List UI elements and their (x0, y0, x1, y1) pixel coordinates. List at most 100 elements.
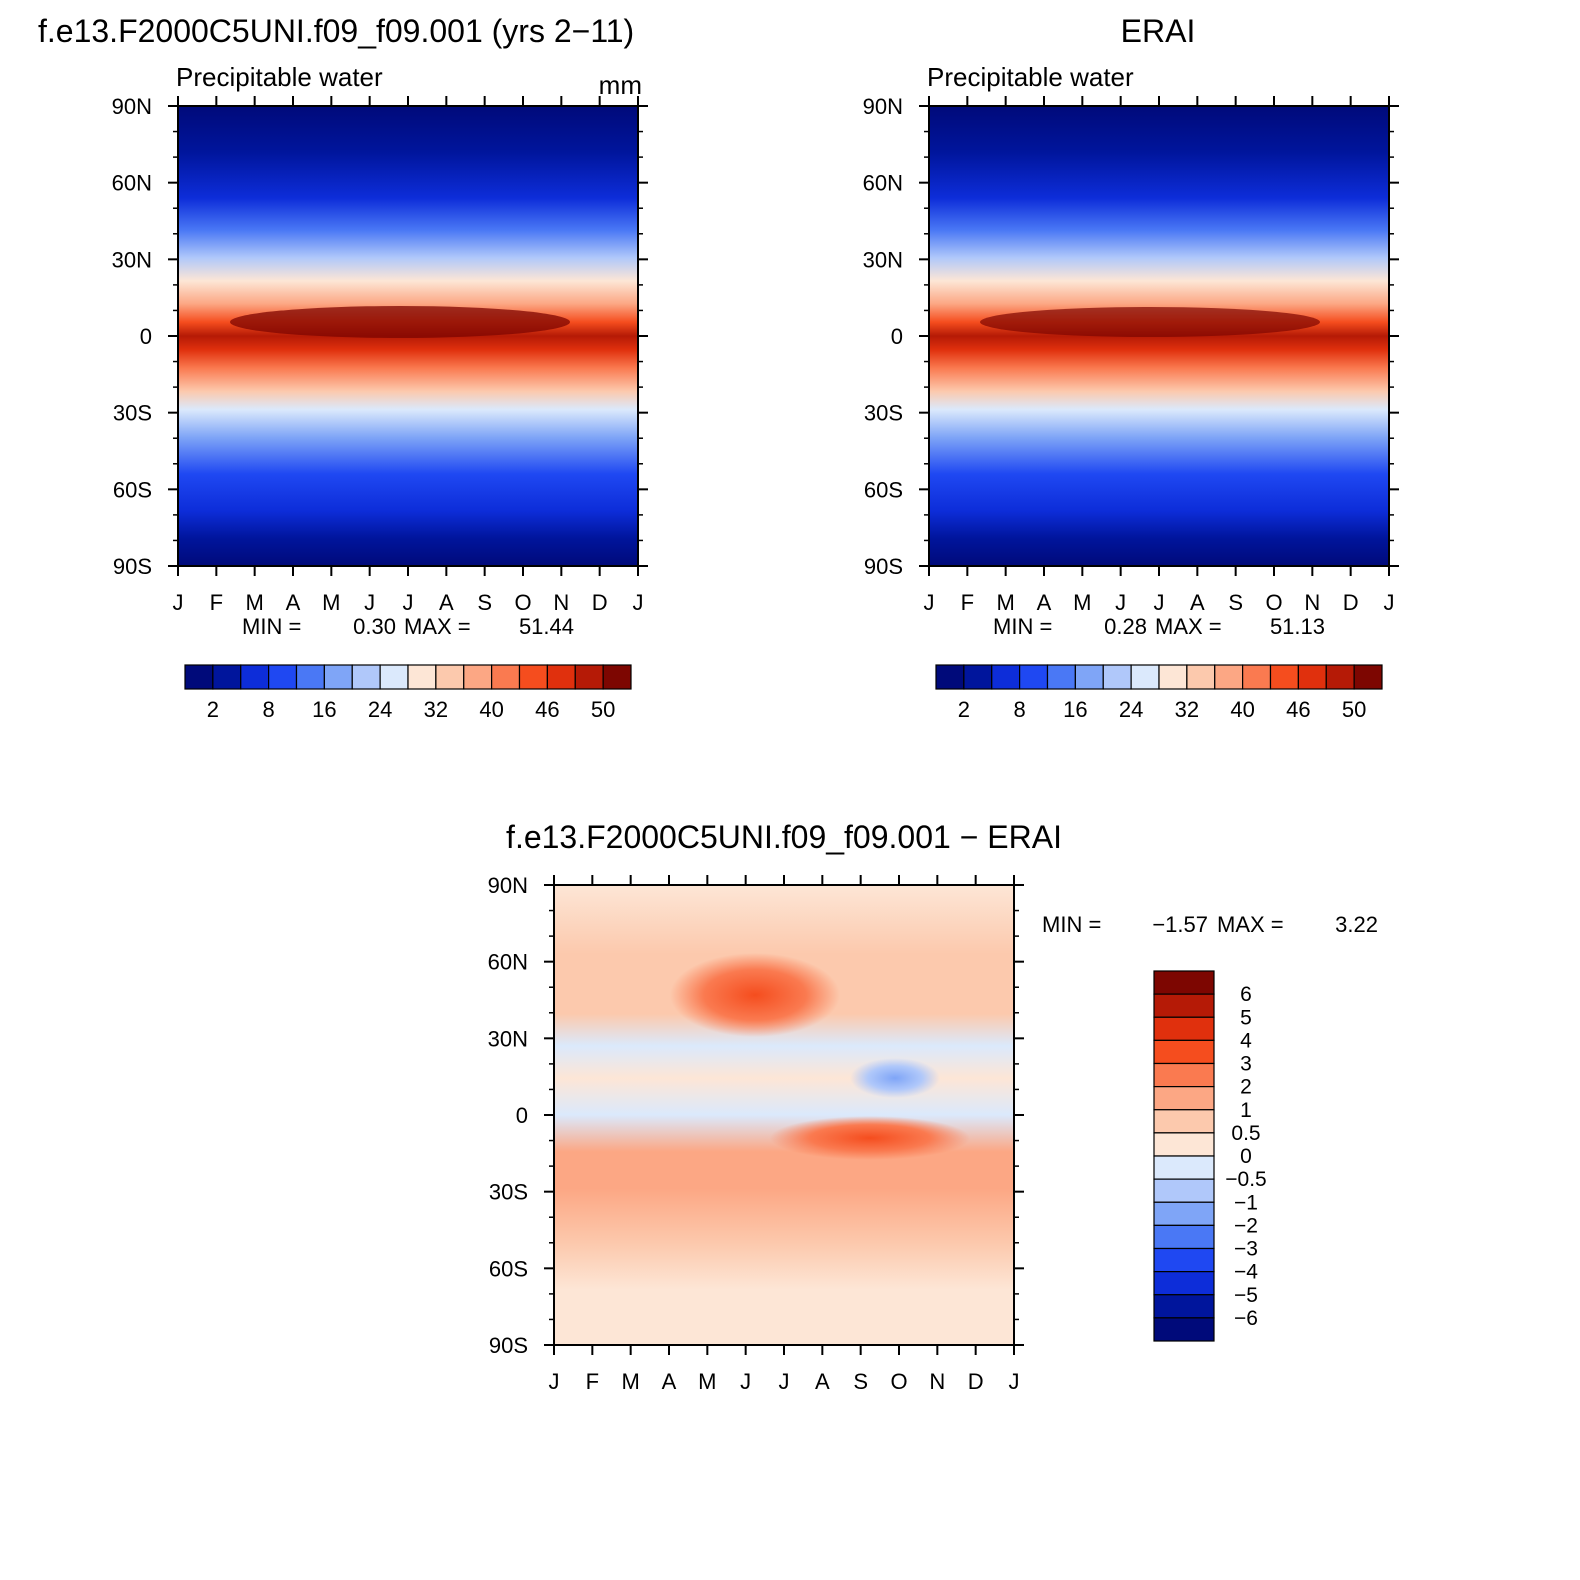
panel-difference-northern-positive-anomaly (670, 953, 840, 1037)
colorbar-label: 16 (312, 697, 336, 722)
colorbar-label: −0.5 (1225, 1168, 1266, 1191)
colorbar-label: 32 (424, 697, 448, 722)
x-tick-label: J (1009, 1369, 1020, 1394)
colorbar-box (1102, 664, 1132, 690)
colorbar-label: 2 (958, 697, 970, 722)
panel-model-max-value: 51.44 (519, 614, 574, 639)
colorbar-label: 0 (1240, 1145, 1252, 1168)
colorbar-label: 3 (1240, 1053, 1252, 1076)
panel-erai-max-value: 51.13 (1270, 614, 1325, 639)
panel-model-units: mm (599, 70, 642, 100)
colorbar-box (963, 664, 993, 690)
colorbar-label: −1 (1234, 1191, 1258, 1214)
y-tick-label: 30S (113, 401, 152, 426)
panel-difference-tropical-positive-anomaly (770, 1116, 970, 1160)
colorbar-label: −6 (1234, 1307, 1258, 1330)
panel-erai-min-value: 0.28 (1104, 614, 1147, 639)
y-tick-label: 90N (863, 94, 903, 119)
panel-model-max-label: MAX = (404, 614, 471, 639)
panel-model: f.e13.F2000C5UNI.f09_f09.001 (yrs 2−11) … (38, 13, 648, 722)
x-tick-label: J (633, 590, 644, 615)
colorbar-label: 24 (368, 697, 392, 722)
colorbar-box (1153, 1224, 1215, 1250)
y-tick-label: 60S (113, 477, 152, 502)
y-tick-label: 60N (112, 171, 152, 196)
y-tick-label: 90S (113, 554, 152, 579)
colorbar-label: 46 (535, 697, 559, 722)
panel-model-min-value: 0.30 (353, 614, 396, 639)
panel-difference-negative-anomaly (850, 1058, 940, 1098)
colorbar-box (268, 664, 298, 690)
panel-erai: ERAI Precipitable water 90N 60N 30N 0 30S 60S… (863, 13, 1399, 722)
x-tick-label: J (403, 590, 414, 615)
colorbar-box (546, 664, 576, 690)
x-tick-label: J (779, 1369, 790, 1394)
colorbar-box (935, 664, 965, 690)
colorbar-box (518, 664, 548, 690)
y-tick-label: 60N (863, 171, 903, 196)
panel-erai-min-label: MIN = (993, 614, 1052, 639)
x-tick-label: M (997, 590, 1015, 615)
colorbar-box (1158, 664, 1188, 690)
x-tick-label: M (698, 1369, 716, 1394)
colorbar-label: 40 (1230, 697, 1254, 722)
x-tick-label: J (364, 590, 375, 615)
colorbar-box (323, 664, 353, 690)
colorbar-box (1046, 664, 1076, 690)
panel-model-subtitle: Precipitable water (176, 62, 383, 92)
x-tick-label: O (514, 590, 531, 615)
x-tick-label: F (586, 1369, 599, 1394)
colorbar-box (1269, 664, 1299, 690)
panel-difference-max-label: MAX = (1217, 912, 1284, 937)
y-tick-label: 60S (864, 477, 903, 502)
x-tick-label: A (1037, 590, 1052, 615)
colorbar-box (351, 664, 381, 690)
x-tick-label: A (439, 590, 454, 615)
x-tick-label: J (1154, 590, 1165, 615)
colorbar-box (1153, 1039, 1215, 1065)
colorbar-label: 8 (263, 697, 275, 722)
x-tick-label: J (924, 590, 935, 615)
colorbar-label: 46 (1286, 697, 1310, 722)
colorbar-box (184, 664, 214, 690)
colorbar-label: 2 (207, 697, 219, 722)
panel-erai-subtitle: Precipitable water (927, 62, 1134, 92)
panel-erai-y-axis: 90N 60N 30N 0 30S 60S 90S (863, 94, 1399, 579)
colorbar-box (1186, 664, 1216, 690)
colorbar-label: 16 (1063, 697, 1087, 722)
x-tick-label: J (173, 590, 184, 615)
colorbar-box (1153, 1271, 1215, 1296)
colorbar-box (1019, 664, 1049, 690)
colorbar-box (1153, 1062, 1215, 1088)
x-tick-label: A (815, 1369, 830, 1394)
y-tick-label: 30S (489, 1180, 528, 1205)
panel-model-min-label: MIN = (242, 614, 301, 639)
colorbar-label: 5 (1240, 1006, 1252, 1029)
colorbar-box (1153, 1109, 1215, 1134)
x-tick-label: S (477, 590, 492, 615)
x-tick-label: J (549, 1369, 560, 1394)
panel-difference-min-value: −1.57 (1152, 912, 1208, 937)
colorbar-box (1153, 1201, 1215, 1226)
colorbar-box (1153, 1294, 1215, 1319)
colorbar-box (407, 664, 437, 690)
y-tick-label: 60S (489, 1256, 528, 1281)
x-tick-label: M (622, 1369, 640, 1394)
colorbar-box (1153, 1016, 1215, 1041)
colorbar-label: −3 (1234, 1238, 1258, 1261)
colorbar-label: 8 (1014, 697, 1026, 722)
colorbar-box (1153, 1317, 1215, 1342)
x-tick-label: N (553, 590, 569, 615)
x-tick-label: A (1190, 590, 1205, 615)
colorbar-box (1242, 664, 1272, 690)
x-tick-label: D (968, 1369, 984, 1394)
colorbar-box (1214, 664, 1244, 690)
y-tick-label: 90N (488, 873, 528, 898)
colorbar-label: 24 (1119, 697, 1143, 722)
x-tick-label: N (1304, 590, 1320, 615)
